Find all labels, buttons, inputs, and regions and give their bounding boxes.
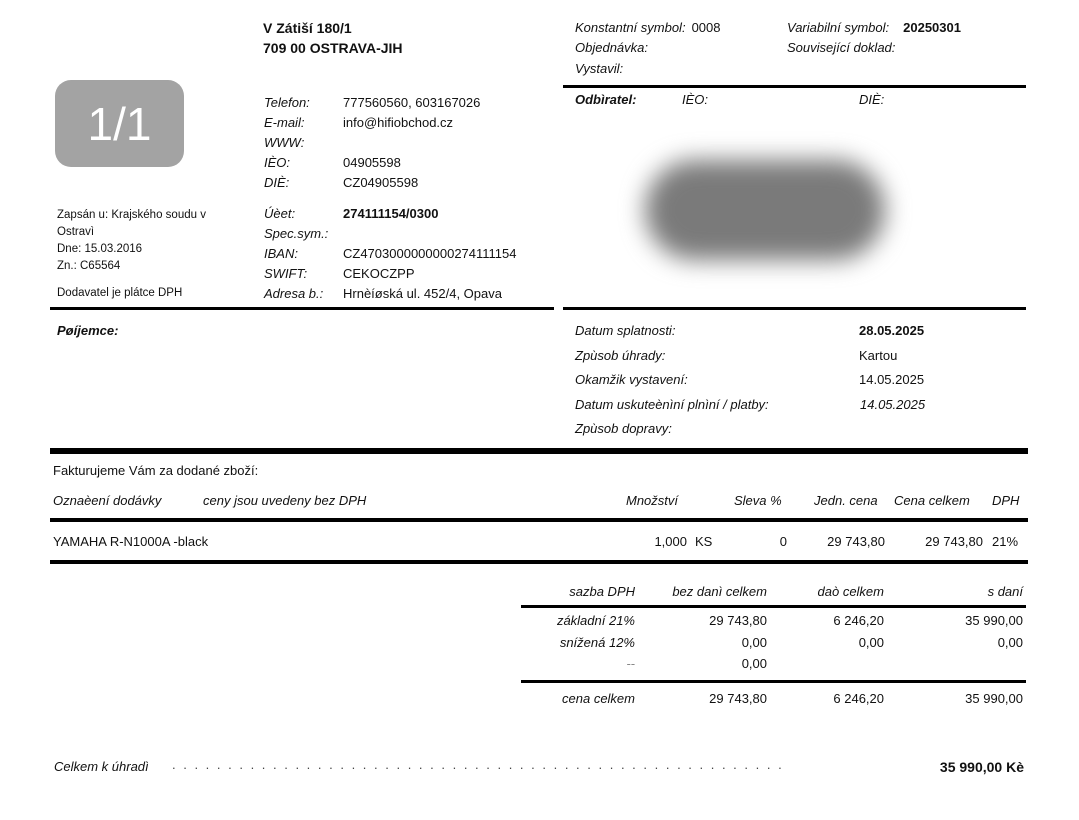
vat-header: bez danì celkem [672, 584, 767, 599]
item-unit: KS [695, 534, 713, 549]
vat-cell: 6 246,20 [833, 613, 884, 628]
vat-header: sazba DPH [569, 584, 635, 599]
col-vat: DPH [992, 493, 1020, 508]
contact-label: Telefon: [264, 95, 310, 110]
registry-line: Ostravì [57, 226, 95, 238]
bank-value: 274111154/0300 [343, 206, 439, 221]
vat-total-cell: cena celkem [562, 691, 635, 706]
page-badge: 1/1 [55, 80, 184, 167]
vat-cell: snížená 12% [559, 634, 635, 650]
grand-total-value: 35 990,00 Kè [939, 759, 1024, 775]
item-qty: 1,000 [654, 534, 687, 549]
vat-cell: 35 990,00 [965, 613, 1023, 628]
bank-value: Hrnèíøská ul. 452/4, Opava [343, 286, 502, 301]
registry-line: Zn.: C65564 [57, 260, 121, 272]
bank-value: CZ4703000000000274111154 [343, 246, 517, 261]
date-label: Okamžik vystavení: [575, 372, 688, 387]
item-name: YAMAHA R-N1000A -black [53, 534, 209, 549]
grand-total-label: Celkem k úhradì [54, 759, 149, 774]
vat-cell: 0,00 [741, 634, 767, 650]
vat-total-cell: 29 743,80 [709, 691, 767, 706]
objednavka-label: Objednávka: [575, 40, 648, 55]
redacted-customer-address [645, 160, 885, 260]
contact-value: 777560560, 603167026 [343, 95, 481, 110]
date-label: Zpùsob úhrady: [575, 347, 666, 363]
leader-dots: . . . . . . . . . . . . . . . . . . . . … [172, 757, 784, 772]
vat-total-cell: 35 990,00 [965, 691, 1023, 706]
contact-value: CZ04905598 [343, 175, 419, 190]
divider [563, 85, 1026, 88]
vat-cell: -- [626, 656, 635, 671]
col-qty: Množství [626, 493, 679, 508]
vat-payer-note: Dodavatel je plátce DPH [57, 287, 183, 299]
bank-value: CEKOCZPP [343, 266, 415, 281]
contact-value: 04905598 [343, 155, 401, 170]
supplier-street: V Zátiší 180/1 [263, 20, 352, 36]
variabilni-value: 20250301 [903, 20, 961, 35]
divider [563, 307, 1026, 310]
bank-label: IBAN: [264, 246, 298, 261]
divider [521, 680, 1026, 683]
col-total: Cena celkem [894, 493, 970, 508]
contact-value: info@hifiobchod.cz [343, 115, 454, 130]
items-intro: Fakturujeme Vám za dodané zboží: [53, 463, 259, 478]
contact-label: E-mail: [264, 115, 305, 130]
customer-label: Odbìratel: [575, 92, 637, 107]
supplier-city: 709 00 OSTRAVA-JIH [263, 40, 403, 56]
registry-line: Zapsán u: Krajského soudu v [57, 209, 206, 221]
vat-cell: 0,00 [858, 634, 884, 650]
divider [50, 518, 1028, 522]
vat-header: daò celkem [817, 584, 884, 599]
bank-label: Úèet: [264, 206, 296, 221]
recipient-label: Pøíjemce: [57, 323, 119, 338]
bank-label: SWIFT: [264, 266, 308, 281]
contact-label: IÈO: [264, 155, 291, 170]
variabilni-symbol: Variabilní symbol: 20250301 [787, 20, 961, 35]
konstantni-symbol: Konstantní symbol: 0008 [575, 20, 720, 35]
customer-ico-label: IÈO: [682, 92, 709, 107]
konstantni-label: Konstantní symbol: [575, 20, 686, 35]
col-unit-price: Jedn. cena [814, 493, 878, 508]
vat-header: s daní [987, 584, 1023, 599]
divider [50, 448, 1028, 454]
date-value: 28.05.2025 [859, 323, 925, 338]
souvisejici-label: Související doklad: [787, 40, 896, 55]
bank-label: Spec.sym.: [264, 226, 329, 241]
col-note: ceny jsou uvedeny bez DPH [203, 493, 367, 508]
item-unit-price: 29 743,80 [827, 534, 885, 549]
date-value: Kartou [859, 347, 898, 363]
divider [50, 307, 554, 310]
vat-cell: 29 743,80 [709, 613, 767, 628]
konstantni-value: 0008 [691, 20, 721, 35]
date-label: Zpùsob dopravy: [575, 421, 672, 436]
registry-line: Dne: 15.03.2016 [57, 243, 143, 255]
date-label: Datum uskuteènìní plnìní / platby: [575, 396, 769, 412]
col-name: Oznaèení dodávky [53, 493, 162, 508]
vystavil-label: Vystavil: [575, 61, 624, 76]
variabilni-label: Variabilní symbol: [787, 20, 890, 35]
item-vat: 21% [992, 534, 1019, 549]
col-discount: Sleva % [734, 493, 782, 508]
date-value: 14.05.2025 [859, 372, 925, 387]
contact-label: DIÈ: [264, 175, 290, 190]
divider [50, 560, 1028, 564]
vat-total-cell: 6 246,20 [833, 691, 884, 706]
bank-label: Adresa b.: [264, 286, 324, 301]
date-value: 14.05.2025 [860, 396, 926, 412]
vat-cell: 0,00 [741, 656, 767, 671]
customer-dic-label: DIÈ: [859, 92, 885, 107]
contact-label: WWW: [264, 135, 305, 150]
date-label: Datum splatnosti: [575, 323, 676, 338]
item-discount: 0 [779, 534, 787, 549]
vat-cell: 0,00 [997, 634, 1023, 650]
item-total: 29 743,80 [925, 534, 983, 549]
vat-cell: základní 21% [556, 613, 635, 628]
divider [521, 605, 1026, 608]
